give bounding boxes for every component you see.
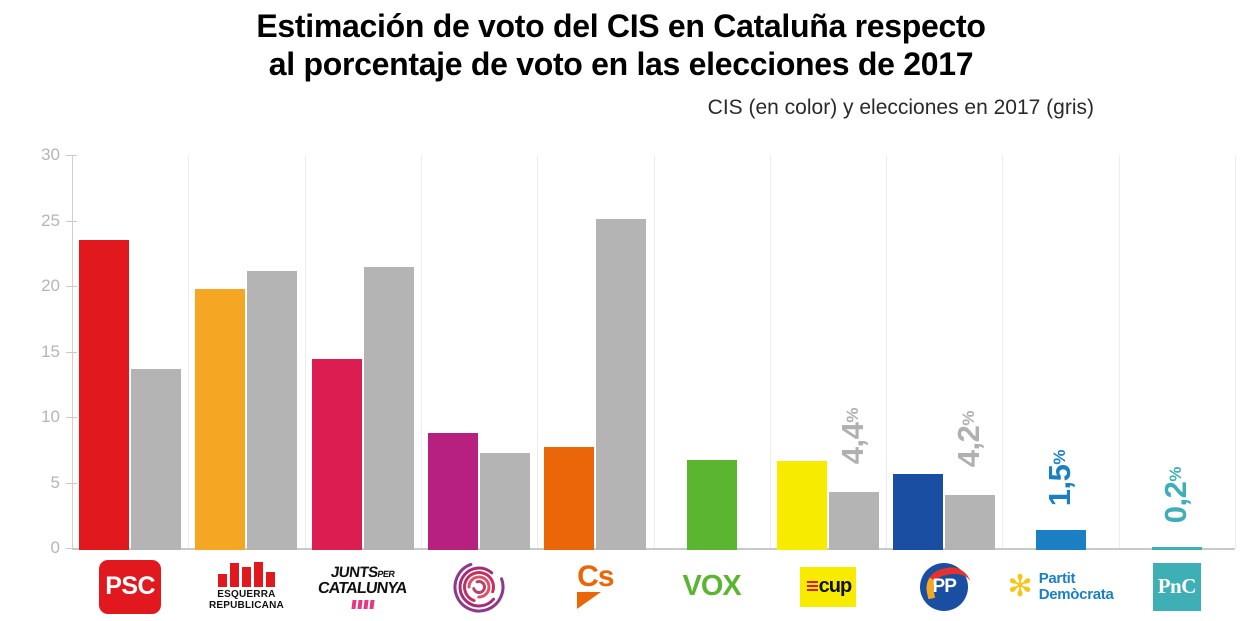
logo-pnc[interactable]: PnC [1119,552,1235,621]
y-tick-label: 20 [41,276,60,295]
logo-erc-line2: REPUBLICANA [208,600,284,611]
logo-cs[interactable]: Cs [537,552,653,621]
bar-previous-election [247,270,298,550]
bar-previous-election [131,369,182,550]
logo-pdecat-line1: Partit [1038,569,1076,587]
y-tick-label: 30 [41,145,60,164]
bar-cis [428,433,479,550]
logo-cup-text: cup [818,575,853,597]
group-separator [1118,155,1120,548]
logo-pnc-text: PnC [1157,574,1197,598]
y-tick-mark [66,482,77,484]
bar-value-label-cis: 1,5% [1041,450,1077,507]
cs-triangle-icon [577,591,602,609]
y-tick-label: 5 [50,472,60,492]
title-line-2: al porcentaje de voto en las elecciones … [268,45,974,82]
bar-cis [893,474,944,550]
bar-cis [686,459,737,550]
bar-value-label-previous: 4,2% [951,410,987,468]
bar-previous-election [945,494,996,550]
logo-junts-per: PER [376,568,396,579]
logo-psc[interactable]: PSC [72,552,188,621]
y-tick-label: 15 [41,341,60,361]
bar-previous-election [828,492,879,550]
group-separator [1002,155,1004,548]
bar-value-label-previous: 4,4% [834,408,870,465]
encomu-spiral-icon [451,559,507,615]
logo-pdecat[interactable]: ✻ Partit Demòcrata [1002,552,1118,621]
y-tick-mark [66,548,77,549]
y-tick-mark [66,351,77,353]
group-separator [420,155,422,548]
logo-vox-text: VOX [682,570,742,602]
logo-pdecat-line2: Demòcrata [1038,585,1114,603]
logo-cup[interactable]: cup [770,552,886,621]
bar-cis [79,239,130,550]
logo-encomu[interactable] [421,552,537,621]
group-separator [653,155,655,548]
bar-cis [195,289,246,550]
star-icon: ✻ [1007,570,1033,603]
group-separator [304,155,306,548]
chart-header: Estimación de voto del CIS en Cataluña r… [0,0,1242,120]
y-tick-mark [66,155,77,156]
bar-cis [1151,547,1202,550]
x-axis-baseline [72,548,1235,550]
bar-previous-election [363,267,414,550]
party-logos-row: PSC ESQUERRA REPUBLICANA JUNTSPER CATALU… [0,552,1242,621]
logo-pp[interactable]: PP [886,552,1002,621]
bar-cis [1035,530,1086,550]
logo-pp-text: PP [932,575,957,597]
erc-bars-icon [217,561,275,587]
logo-vox[interactable]: VOX [654,552,770,621]
bar-previous-election [480,453,531,550]
bar-cis [776,460,827,550]
group-separator [886,155,888,548]
y-tick-label: 25 [41,210,60,230]
y-tick-label: 0 [50,538,60,557]
group-separator [1235,155,1236,548]
y-tick-label: 10 [41,407,60,426]
group-separator [769,155,771,548]
bar-previous-election [596,218,647,550]
cup-stripes-icon [806,580,818,593]
logo-junts[interactable]: JUNTSPER CATALUNYA [305,552,421,621]
bar-value-label-cis: 0,2% [1157,467,1193,524]
y-tick-mark [66,286,77,287]
group-separator [188,155,190,548]
junts-bars-icon [351,599,375,609]
bar-cis [544,446,595,550]
chart-subtitle: CIS (en color) y elecciones en 2017 (gri… [707,95,1094,119]
bar-cis [311,358,362,550]
y-tick-mark [66,417,77,418]
logo-junts-line2: CATALUNYA [317,579,409,597]
logo-junts-line1: JUNTS [329,563,379,581]
group-separator [537,155,539,548]
y-tick-mark [66,220,77,222]
logo-erc[interactable]: ESQUERRA REPUBLICANA [188,552,304,621]
logo-erc-line1: ESQUERRA [217,588,276,600]
page-title: Estimación de voto del CIS en Cataluña r… [0,8,1242,84]
logo-cs-text: Cs [577,560,614,594]
logo-psc-text: PSC [105,572,156,600]
title-line-1: Estimación de voto del CIS en Cataluña r… [256,8,986,44]
